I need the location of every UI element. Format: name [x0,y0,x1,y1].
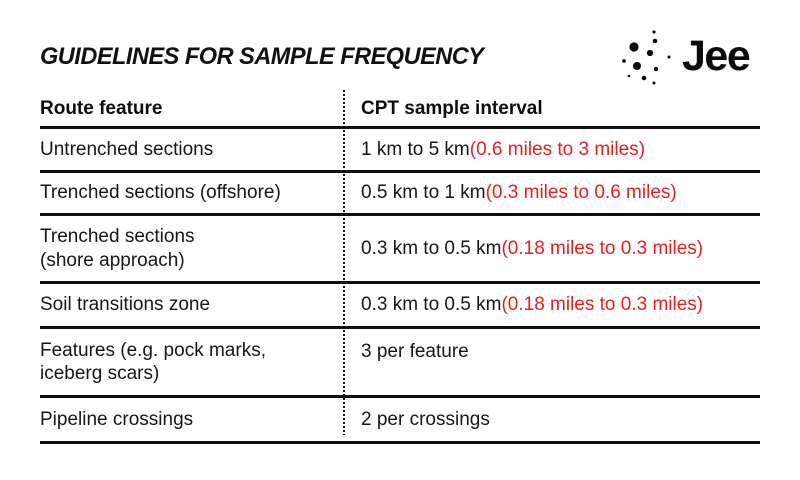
interval-imperial: (0.6 miles to 3 miles) [469,138,646,160]
table-row: Soil transitions zone 0.3 km to 0.5 km (… [40,284,760,329]
interval-cell: 0.5 km to 1 km (0.3 miles to 0.6 miles) [344,173,760,213]
interval-metric: 0.5 km to 1 km [361,182,486,204]
table-header-row: Route feature CPT sample interval [40,92,760,129]
table-row: Untrenched sections 1 km to 5 km (0.6 mi… [40,129,760,173]
interval-imperial: (0.18 miles to 0.3 miles) [501,237,704,259]
feature-cell: Features (e.g. pock marks, iceberg scars… [40,339,266,384]
feature-cell: Soil transitions zone [40,294,211,316]
logo-text: Jee [682,31,751,80]
table-row: Pipeline crossings 2 per crossings [40,398,760,444]
logo-dots-icon [622,30,671,85]
feature-cell: Trenched sections (shore approach) [40,226,195,271]
interval-cell: 1 km to 5 km (0.6 miles to 3 miles) [344,129,760,170]
interval-imperial: (0.18 miles to 0.3 miles) [501,294,704,316]
interval-imperial: (0.3 miles to 0.6 miles) [485,182,677,204]
jee-logo: Jee [616,24,764,90]
interval-cell: 0.3 km to 0.5 km (0.18 miles to 0.3 mile… [344,216,760,281]
table-row: Trenched sections (offshore) 0.5 km to 1… [40,173,760,216]
feature-cell: Untrenched sections [40,138,214,160]
interval-metric: 0.3 km to 0.5 km [361,294,502,316]
feature-cell: Trenched sections (offshore) [40,182,281,204]
column-header-cpt-sample-interval: CPT sample interval [361,98,543,120]
table-row: Features (e.g. pock marks, iceberg scars… [40,329,760,398]
feature-cell: Pipeline crossings [40,408,194,430]
column-header-route-feature: Route feature [40,98,163,120]
interval-metric: 3 per feature [361,341,469,362]
interval-cell: 0.3 km to 0.5 km (0.18 miles to 0.3 mile… [344,284,760,326]
interval-metric: 0.3 km to 0.5 km [361,237,502,259]
table-row: Trenched sections (shore approach) 0.3 k… [40,216,760,284]
sample-frequency-table: Route feature CPT sample interval Untren… [40,90,760,444]
page-title: GUIDELINES FOR SAMPLE FREQUENCY [40,43,484,70]
column-divider-dashed-line [343,90,345,435]
interval-cell: 2 per crossings [344,398,760,441]
interval-metric: 2 per crossings [361,408,490,430]
interval-cell: 3 per feature [344,329,760,395]
interval-metric: 1 km to 5 km [361,138,470,160]
